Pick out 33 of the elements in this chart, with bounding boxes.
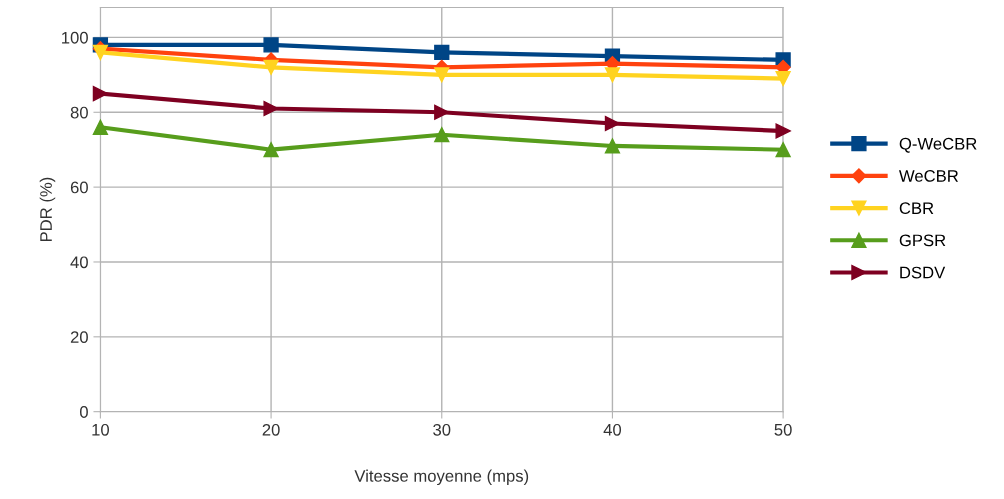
x-axis-title: Vitesse moyenne (mps) <box>354 469 529 486</box>
y-tick-label: 80 <box>70 106 88 119</box>
legend-label: CBR <box>899 202 934 215</box>
legend-label: Q-WeCBR <box>899 137 977 153</box>
point <box>92 44 109 61</box>
y-tick-label: 100 <box>62 31 88 44</box>
x-tick-label: 30 <box>433 423 451 436</box>
point <box>604 138 621 154</box>
y-tick-label: 20 <box>70 331 88 344</box>
point <box>263 37 279 53</box>
point <box>434 67 450 83</box>
legend-label: DSDV <box>900 266 946 279</box>
y-axis-title: PDR (%) <box>39 177 56 242</box>
y-tick-label: 40 <box>70 256 88 269</box>
point <box>92 119 109 135</box>
x-tick-label: 50 <box>774 423 792 436</box>
y-tick-label: 0 <box>79 406 88 418</box>
point <box>604 67 621 83</box>
x-tick-label: 40 <box>603 423 622 436</box>
x-tick-label: 20 <box>262 423 280 436</box>
legend-label: GPSR <box>899 234 946 247</box>
point <box>775 123 791 139</box>
point <box>434 44 450 61</box>
point <box>263 142 279 158</box>
point <box>775 70 791 87</box>
legend-label: WeCBR <box>899 170 959 182</box>
y-tick-label: 60 <box>70 181 88 194</box>
x-tick-label: 10 <box>92 423 110 436</box>
point <box>434 127 450 143</box>
point <box>775 142 791 158</box>
point <box>263 59 279 76</box>
point <box>263 100 279 117</box>
point <box>434 104 450 120</box>
